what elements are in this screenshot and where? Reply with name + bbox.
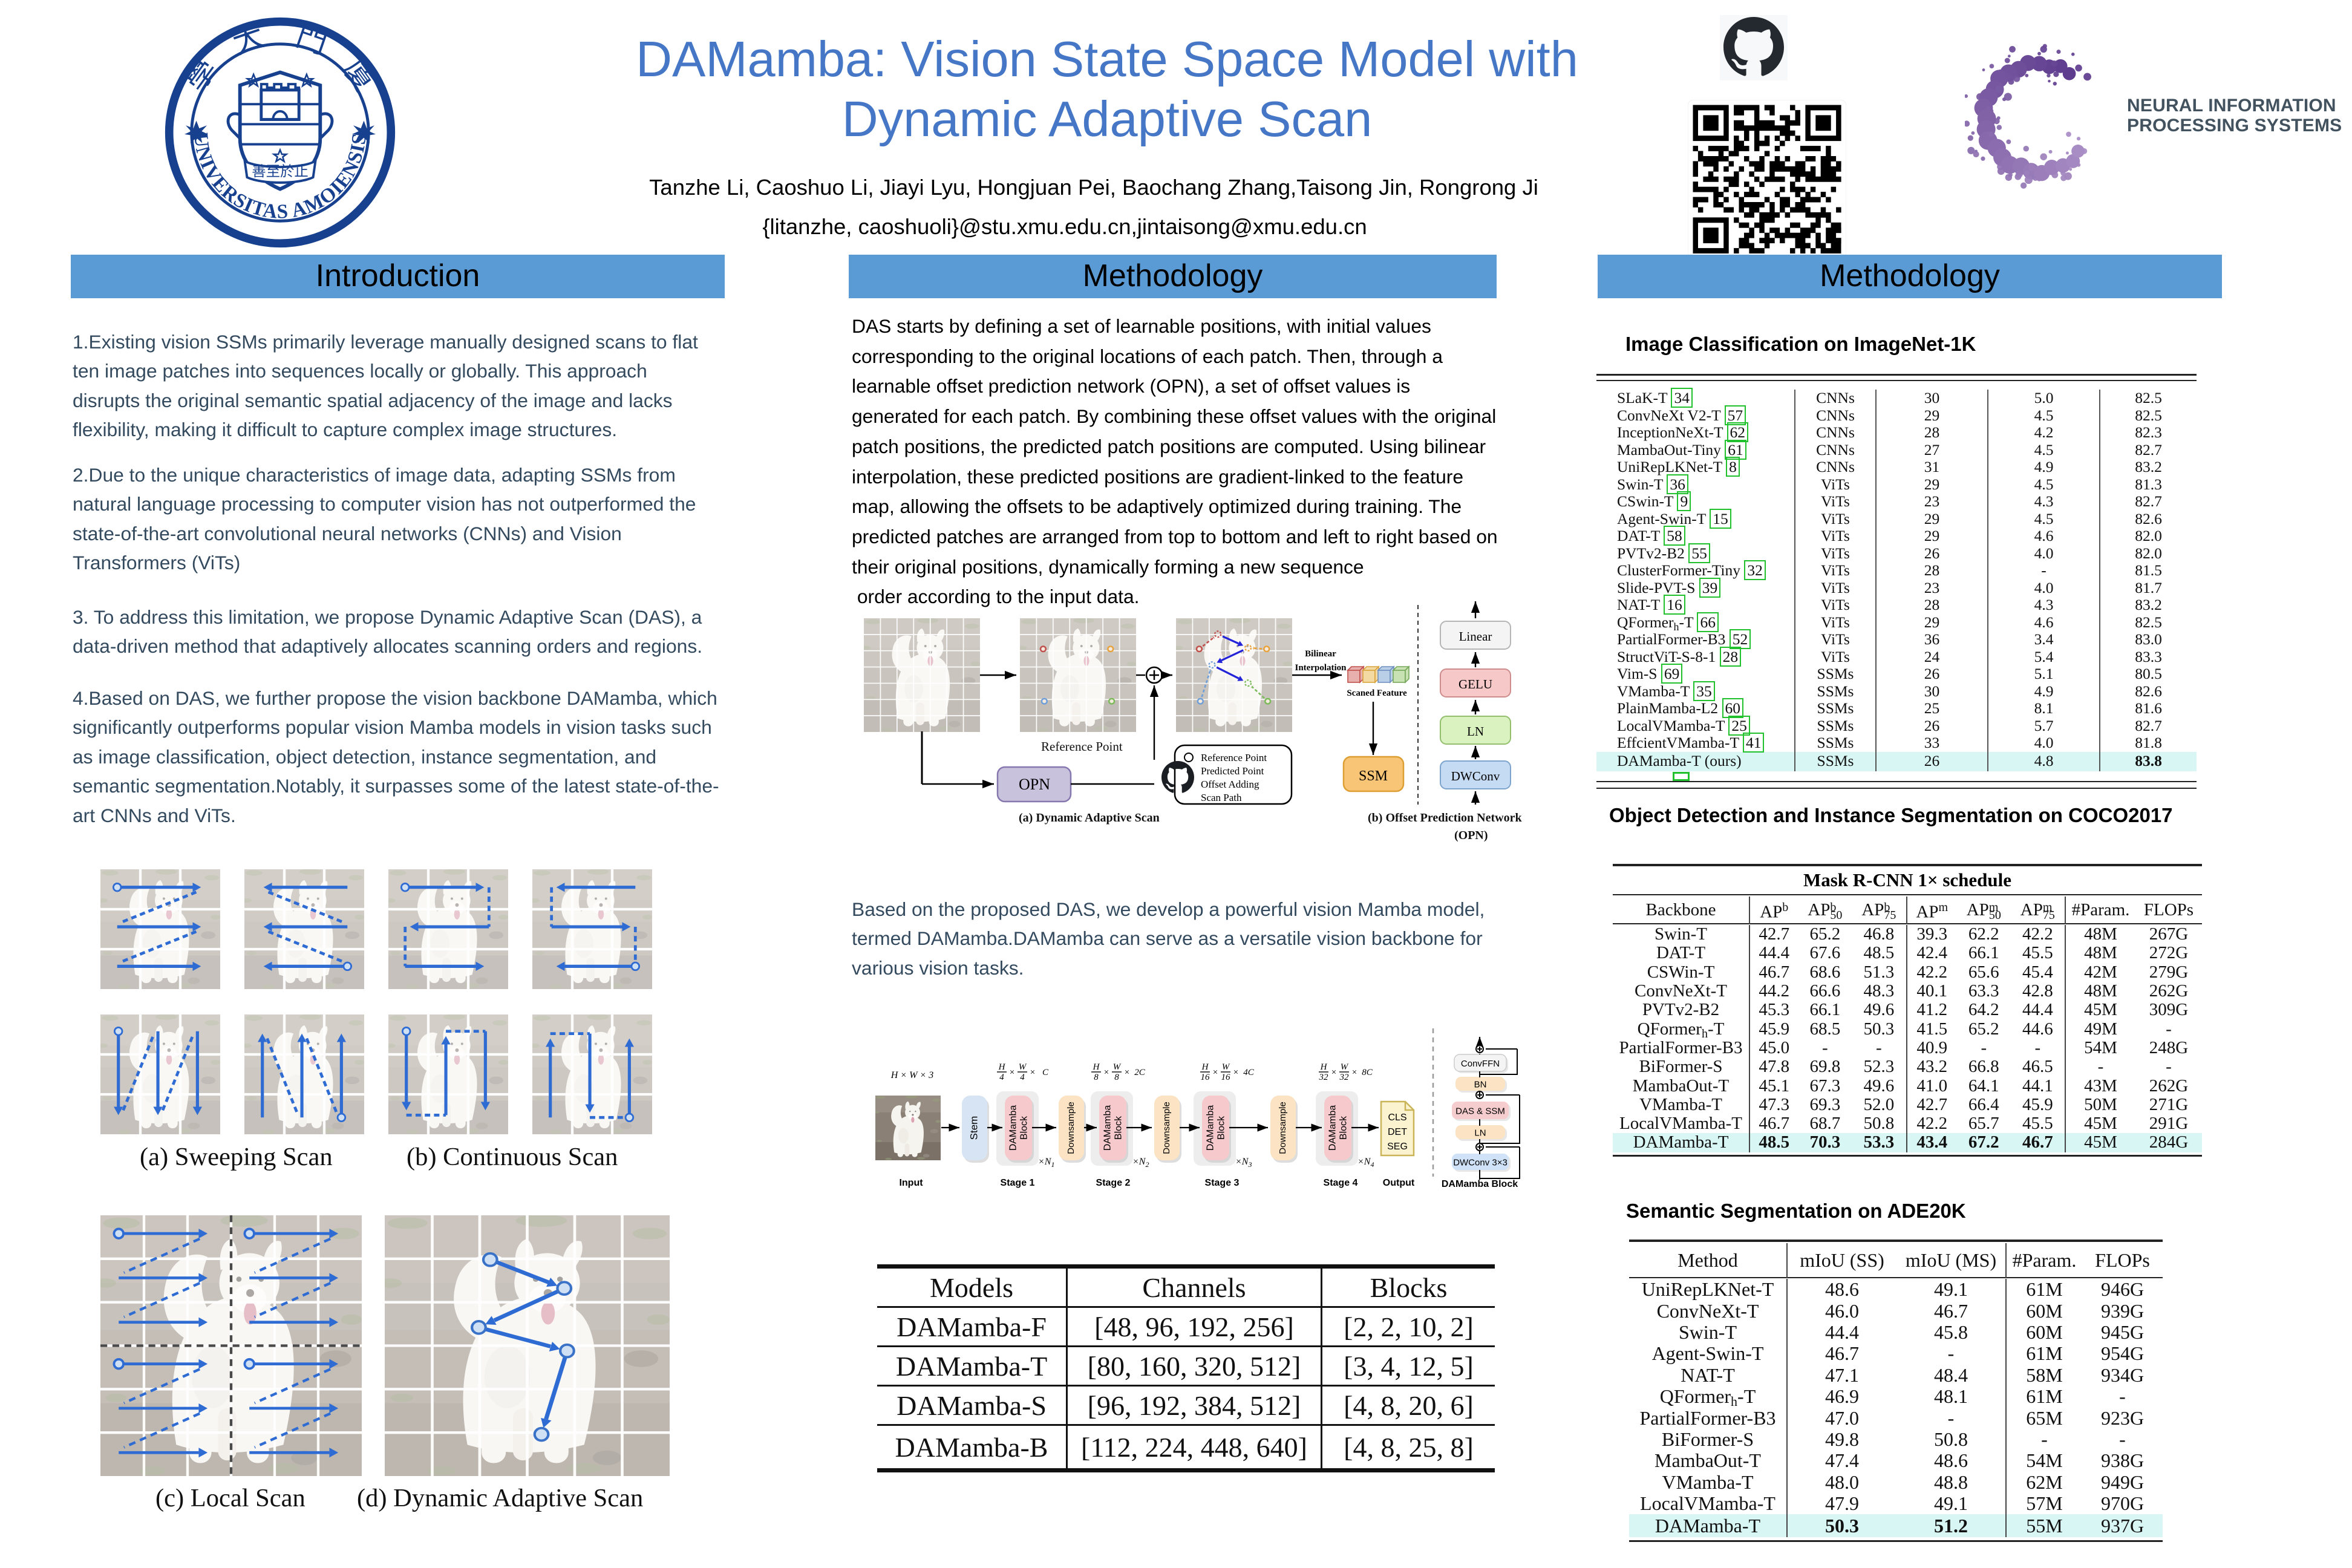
svg-text:H: H xyxy=(1320,1062,1328,1072)
svg-text:SEG: SEG xyxy=(1387,1142,1408,1152)
svg-text:Scan Path: Scan Path xyxy=(1201,792,1242,803)
svg-text:W: W xyxy=(1113,1062,1122,1072)
svg-text:DWConv 3×3: DWConv 3×3 xyxy=(1453,1158,1508,1168)
svg-text:4: 4 xyxy=(999,1073,1004,1082)
svg-text:8: 8 xyxy=(1094,1073,1099,1082)
svg-text:DAMambaBlock: DAMambaBlock xyxy=(1103,1105,1124,1151)
svg-text:8C: 8C xyxy=(1362,1068,1373,1077)
svg-text:Input: Input xyxy=(899,1178,923,1188)
svg-text:善至於止: 善至於止 xyxy=(252,163,309,180)
svg-text:Output: Output xyxy=(1383,1178,1415,1188)
svg-text:32: 32 xyxy=(1319,1073,1329,1082)
svg-text:Offset Adding: Offset Adding xyxy=(1201,779,1259,790)
svg-text:W: W xyxy=(1341,1062,1349,1072)
svg-text:Reference Point: Reference Point xyxy=(1201,752,1267,763)
svg-text:DWConv: DWConv xyxy=(1451,769,1500,783)
svg-text:Stage 2: Stage 2 xyxy=(1096,1178,1131,1188)
svg-text:2C: 2C xyxy=(1134,1068,1146,1077)
svg-text:32: 32 xyxy=(1339,1073,1350,1082)
svg-text:H: H xyxy=(998,1062,1006,1072)
svg-text:4C: 4C xyxy=(1243,1068,1255,1077)
svg-text:C: C xyxy=(1042,1068,1049,1077)
svg-text:16: 16 xyxy=(1201,1073,1210,1082)
svg-text:×N3: ×N3 xyxy=(1235,1157,1252,1169)
svg-text:4: 4 xyxy=(1020,1073,1025,1082)
svg-text:H: H xyxy=(1093,1062,1100,1072)
svg-text:DAMambaBlock: DAMambaBlock xyxy=(1008,1105,1030,1151)
svg-text:×N4: ×N4 xyxy=(1357,1157,1374,1169)
svg-text:Scaned Feature: Scaned Feature xyxy=(1347,688,1407,698)
svg-text:Stage 1: Stage 1 xyxy=(1001,1178,1035,1188)
svg-text:H: H xyxy=(1201,1062,1209,1072)
svg-text:×: × xyxy=(1010,1068,1014,1077)
svg-text:BN: BN xyxy=(1474,1080,1487,1090)
svg-text:×N2: ×N2 xyxy=(1132,1157,1149,1169)
svg-text:廈: 廈 xyxy=(337,52,382,97)
svg-text:8: 8 xyxy=(1114,1073,1119,1082)
svg-text:DAS & SSM: DAS & SSM xyxy=(1455,1106,1505,1117)
svg-text:SSM: SSM xyxy=(1359,768,1388,784)
svg-text:×: × xyxy=(1233,1068,1238,1077)
svg-text:Downsample: Downsample xyxy=(1161,1102,1172,1154)
svg-text:×N1: ×N1 xyxy=(1038,1157,1054,1169)
svg-text:H × W × 3: H × W × 3 xyxy=(890,1070,933,1080)
svg-text:GELU: GELU xyxy=(1459,677,1492,691)
svg-text:OPN: OPN xyxy=(1019,776,1050,793)
svg-text:×: × xyxy=(1213,1068,1218,1077)
svg-text:DAMambaBlock: DAMambaBlock xyxy=(1328,1105,1349,1151)
svg-text:DAMamba Block: DAMamba Block xyxy=(1442,1179,1518,1189)
svg-text:×: × xyxy=(1104,1068,1109,1077)
svg-text:×: × xyxy=(1125,1068,1129,1077)
svg-text:×: × xyxy=(1352,1068,1357,1077)
svg-text:CLS: CLS xyxy=(1388,1112,1406,1123)
svg-text:DET: DET xyxy=(1388,1127,1407,1137)
svg-text:Stem: Stem xyxy=(968,1116,979,1140)
svg-text:LN: LN xyxy=(1474,1128,1486,1138)
svg-text:W: W xyxy=(1222,1062,1230,1072)
svg-text:Downsample: Downsample xyxy=(1278,1102,1288,1154)
svg-text:Interpolation: Interpolation xyxy=(1295,663,1347,673)
svg-text:Stage 3: Stage 3 xyxy=(1205,1178,1240,1188)
svg-text:Stage 4: Stage 4 xyxy=(1324,1178,1358,1188)
svg-text:Bilinear: Bilinear xyxy=(1305,649,1336,659)
svg-text:Downsample: Downsample xyxy=(1066,1102,1076,1154)
svg-text:×: × xyxy=(1030,1068,1035,1077)
svg-text:×: × xyxy=(1331,1068,1336,1077)
svg-text:DAMambaBlock: DAMambaBlock xyxy=(1206,1105,1227,1151)
svg-text:16: 16 xyxy=(1221,1073,1231,1082)
svg-text:LN: LN xyxy=(1467,724,1484,739)
svg-text:W: W xyxy=(1019,1062,1027,1072)
svg-text:學: 學 xyxy=(178,52,223,97)
svg-text:Predicted Point: Predicted Point xyxy=(1201,765,1264,777)
svg-text:ConvFFN: ConvFFN xyxy=(1461,1059,1500,1069)
svg-text:Linear: Linear xyxy=(1459,629,1492,644)
